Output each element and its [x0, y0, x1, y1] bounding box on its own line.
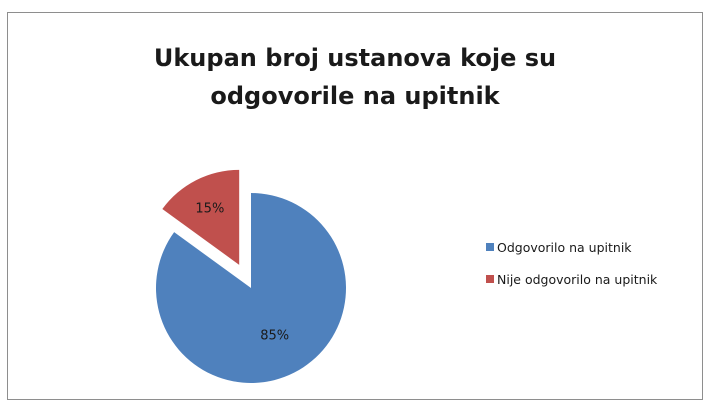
chart-title-line-2: odgovorile na upitnik — [210, 82, 500, 110]
pie-slice-not-answered — [162, 169, 240, 265]
pie-label-not-answered: 15% — [195, 201, 224, 216]
legend: Odgovorilo na upitnik Nije odgovorilo na… — [486, 237, 657, 301]
chart-frame: Ukupan broj ustanova koje su odgovorile … — [7, 12, 703, 400]
pie-label-answered: 85% — [260, 329, 289, 344]
chart-title: Ukupan broj ustanova koje su odgovorile … — [8, 39, 702, 115]
legend-item-answered: Odgovorilo na upitnik — [486, 237, 657, 257]
legend-swatch-answered — [486, 243, 494, 251]
pie-chart: 85% 15% — [156, 169, 347, 384]
pie-slice-answered — [156, 193, 347, 384]
legend-label-answered: Odgovorilo na upitnik — [497, 239, 632, 255]
chart-title-line-1: Ukupan broj ustanova koje su — [153, 44, 557, 72]
legend-item-not-answered: Nije odgovorilo na upitnik — [486, 269, 657, 289]
legend-label-not-answered: Nije odgovorilo na upitnik — [497, 271, 658, 287]
legend-swatch-not-answered — [486, 275, 494, 283]
